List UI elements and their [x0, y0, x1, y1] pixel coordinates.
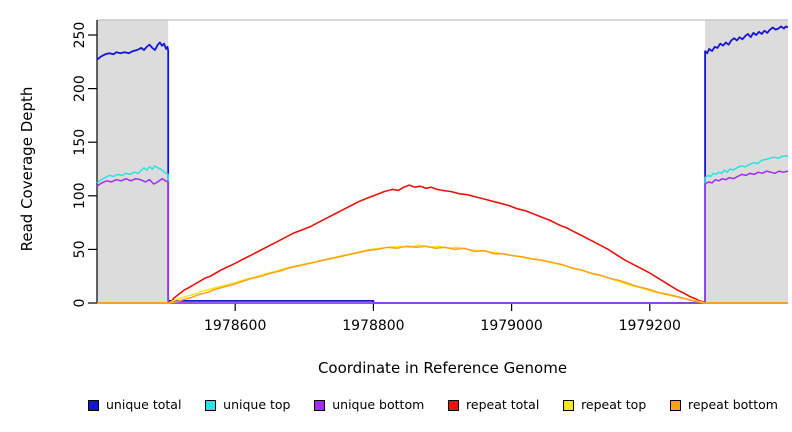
shaded-region-0 — [97, 20, 169, 303]
legend-item-repeat-bottom: repeat bottom — [670, 398, 778, 412]
legend: unique total unique top unique bottom repea… — [88, 398, 778, 412]
y-tick-label: 50 — [72, 240, 88, 258]
y-tick-label: 0 — [72, 299, 88, 308]
x-tick-label: 1979200 — [619, 318, 681, 334]
series-line-repeat-top — [97, 244, 788, 304]
legend-label: repeat total — [466, 397, 540, 412]
legend-item-unique-total: unique total — [88, 398, 181, 412]
legend-item-repeat-top: repeat top — [563, 398, 646, 412]
legend-swatch-unique-total — [88, 399, 99, 411]
legend-label: repeat bottom — [688, 397, 778, 412]
series-line-unique-total — [96, 25, 789, 304]
y-tick-label: 250 — [72, 22, 88, 49]
series-line-repeat-bottom — [97, 245, 788, 304]
legend-swatch-unique-top — [205, 399, 217, 411]
legend-label: unique bottom — [332, 397, 425, 412]
legend-swatch-repeat-bottom — [670, 399, 681, 411]
legend-swatch-repeat-total — [448, 399, 460, 411]
legend-label: unique total — [106, 397, 182, 412]
y-axis-title: Read Coverage Depth — [18, 86, 36, 252]
legend-item-repeat-total: repeat total — [448, 398, 539, 412]
x-tick-label: 1978800 — [342, 318, 404, 334]
x-tick-label: 1978600 — [204, 318, 266, 334]
legend-swatch-unique-bottom — [314, 399, 326, 411]
y-tick-label: 150 — [72, 129, 88, 156]
x-axis-title: Coordinate in Reference Genome — [317, 359, 568, 377]
x-tick-label: 1979000 — [480, 318, 542, 334]
legend-label: repeat top — [581, 397, 647, 412]
series-line-unique-bottom — [96, 170, 789, 304]
y-tick-label: 100 — [72, 182, 88, 209]
legend-item-unique-bottom: unique bottom — [314, 398, 424, 412]
legend-item-unique-top: unique top — [205, 398, 290, 412]
series-line-repeat-total — [97, 184, 788, 304]
legend-swatch-repeat-top — [563, 399, 575, 411]
legend-label: unique top — [223, 397, 291, 412]
shaded-region-1 — [705, 20, 788, 303]
y-tick-label: 200 — [72, 75, 88, 102]
